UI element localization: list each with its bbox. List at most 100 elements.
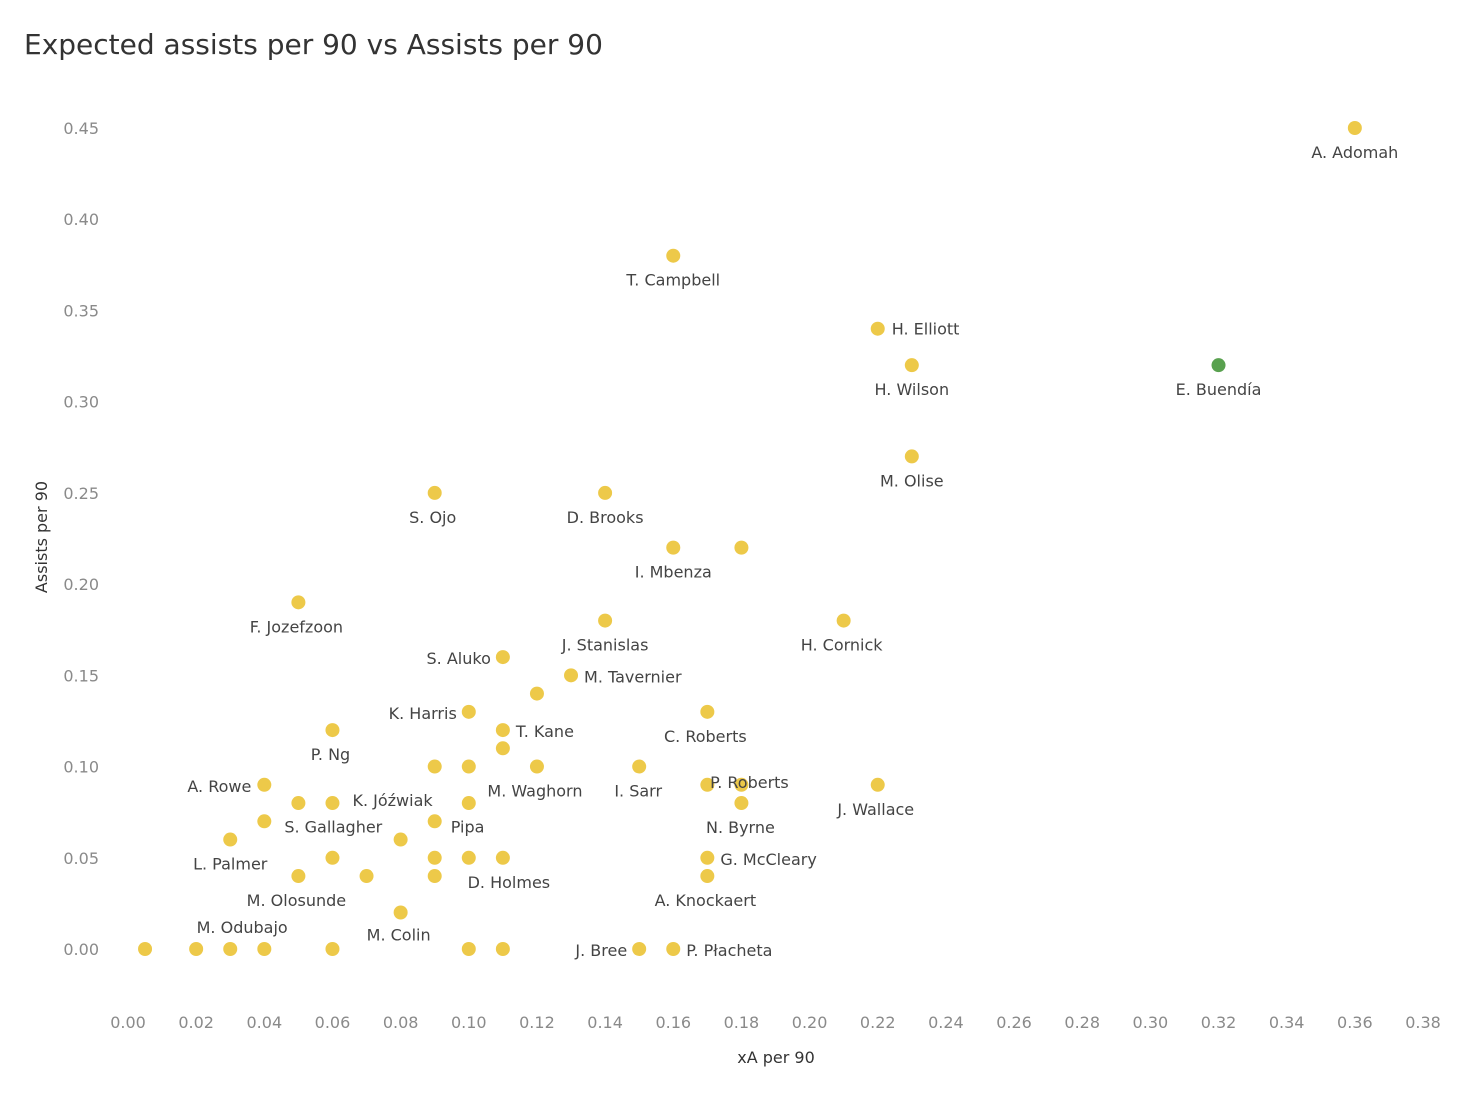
data-point[interactable] — [138, 942, 153, 956]
data-point[interactable] — [734, 777, 749, 792]
data-point[interactable] — [291, 869, 306, 884]
x-tick-label: 0.00 — [110, 1013, 146, 1032]
data-point[interactable] — [700, 850, 715, 865]
data-point[interactable] — [223, 832, 238, 847]
point-label: A. Adomah — [1311, 143, 1398, 162]
point-label: J. Stanislas — [561, 636, 649, 655]
data-point[interactable] — [700, 869, 715, 884]
x-tick-label: 0.32 — [1201, 1013, 1237, 1032]
data-point[interactable] — [495, 741, 510, 756]
data-point[interactable] — [734, 540, 749, 555]
point-label: M. Olise — [880, 471, 944, 490]
point-label: M. Waghorn — [487, 782, 582, 801]
data-point[interactable] — [461, 704, 476, 719]
data-point[interactable] — [427, 759, 442, 774]
point-label: N. Byrne — [706, 818, 775, 837]
data-point[interactable] — [461, 759, 476, 774]
point-label: E. Buendía — [1176, 380, 1262, 399]
y-tick-label: 0.40 — [63, 210, 99, 229]
data-point[interactable] — [257, 777, 272, 792]
data-point[interactable] — [427, 850, 442, 865]
data-point[interactable] — [529, 759, 544, 774]
data-point[interactable] — [461, 850, 476, 865]
data-point[interactable] — [632, 942, 647, 956]
data-point[interactable] — [666, 942, 681, 956]
x-tick-label: 0.22 — [860, 1013, 896, 1032]
data-point[interactable] — [325, 942, 340, 956]
y-tick-label: 0.10 — [63, 758, 99, 777]
point-label: J. Bree — [574, 941, 627, 960]
data-point[interactable] — [427, 869, 442, 884]
point-label: P. Płacheta — [686, 941, 772, 960]
data-point[interactable] — [393, 832, 408, 847]
data-point[interactable] — [666, 248, 681, 263]
data-point[interactable] — [325, 796, 340, 811]
y-tick-label: 0.20 — [63, 575, 99, 594]
data-point[interactable] — [393, 905, 408, 920]
x-tick-label: 0.10 — [451, 1013, 487, 1032]
data-point[interactable] — [461, 942, 476, 956]
data-point[interactable] — [700, 777, 715, 792]
data-point[interactable] — [632, 759, 647, 774]
point-label: I. Mbenza — [635, 563, 712, 582]
y-tick-label: 0.05 — [63, 849, 99, 868]
y-tick-label: 0.35 — [63, 301, 99, 320]
point-label: H. Wilson — [875, 380, 950, 399]
data-point[interactable] — [904, 449, 919, 464]
data-point[interactable] — [598, 485, 613, 500]
data-point[interactable] — [359, 869, 374, 884]
data-point[interactable] — [223, 942, 238, 956]
x-tick-label: 0.18 — [724, 1013, 760, 1032]
x-tick-label: 0.06 — [315, 1013, 351, 1032]
data-point[interactable] — [495, 650, 510, 665]
data-point[interactable] — [904, 358, 919, 373]
x-tick-label: 0.02 — [178, 1013, 214, 1032]
point-label: T. Campbell — [625, 271, 720, 290]
point-label: G. McCleary — [720, 850, 816, 869]
data-point[interactable] — [495, 723, 510, 738]
data-point[interactable] — [495, 850, 510, 865]
y-tick-label: 0.00 — [63, 940, 99, 959]
point-label: L. Palmer — [193, 855, 268, 874]
data-point[interactable] — [257, 814, 272, 829]
data-point[interactable] — [529, 686, 544, 701]
data-point[interactable] — [700, 704, 715, 719]
x-tick-label: 0.14 — [587, 1013, 623, 1032]
point-label: D. Holmes — [468, 873, 551, 892]
x-tick-label: 0.04 — [247, 1013, 283, 1032]
data-point[interactable] — [291, 595, 306, 610]
data-point[interactable] — [564, 668, 579, 683]
data-point[interactable] — [325, 723, 340, 738]
highlighted-data-point[interactable] — [1211, 358, 1226, 373]
data-point[interactable] — [1347, 121, 1362, 135]
point-label: S. Gallagher — [284, 817, 382, 836]
data-point[interactable] — [734, 796, 749, 811]
y-tick-label: 0.45 — [63, 119, 99, 138]
x-axis-ticks: 0.00 0.02 0.04 0.06 0.08 0.10 0.12 0.14 0.16 0.18… — [110, 1013, 1441, 1032]
data-point[interactable] — [325, 850, 340, 865]
data-point[interactable] — [427, 814, 442, 829]
point-label: M. Tavernier — [584, 667, 682, 686]
data-point[interactable] — [666, 540, 681, 555]
data-point[interactable] — [870, 321, 885, 336]
x-tick-label: 0.36 — [1337, 1013, 1373, 1032]
data-point[interactable] — [495, 942, 510, 956]
data-point[interactable] — [598, 613, 613, 628]
data-point[interactable] — [291, 796, 306, 811]
point-label: H. Cornick — [801, 636, 884, 655]
point-label: A. Knockaert — [655, 891, 757, 910]
point-label: M. Olosunde — [247, 891, 346, 910]
y-tick-label: 0.15 — [63, 666, 99, 685]
point-label: C. Roberts — [664, 727, 747, 746]
data-point[interactable] — [189, 942, 204, 956]
x-tick-label: 0.08 — [383, 1013, 419, 1032]
data-point[interactable] — [427, 485, 442, 500]
data-point[interactable] — [257, 942, 272, 956]
point-label: S. Ojo — [409, 508, 456, 527]
x-tick-label: 0.38 — [1405, 1013, 1441, 1032]
data-point[interactable] — [836, 613, 851, 628]
y-tick-label: 0.25 — [63, 484, 99, 503]
data-point[interactable] — [461, 796, 476, 811]
data-point[interactable] — [870, 777, 885, 792]
